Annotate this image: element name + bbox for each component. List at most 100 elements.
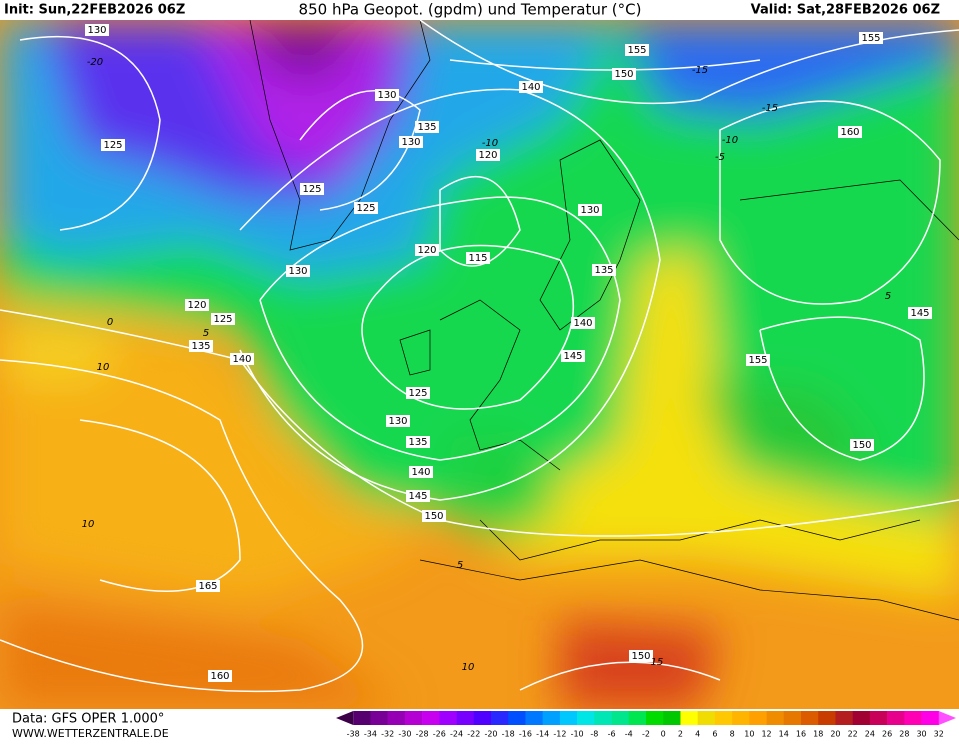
contour-label-box [406, 490, 430, 502]
colorbar-label: 6 [712, 730, 717, 739]
colorbar-swatch [422, 711, 440, 725]
contour-label-box [592, 264, 616, 276]
contour-label-box [415, 121, 439, 133]
temperature-label: -10 [482, 138, 498, 149]
contour-label-box [189, 340, 213, 352]
contour-label: 155 [861, 33, 880, 44]
colorbar-label: -26 [433, 730, 446, 739]
contour-label-box [561, 350, 585, 362]
contour-label-box [409, 466, 433, 478]
temperature-label: -5 [715, 152, 725, 163]
contour-label: 125 [103, 140, 122, 151]
contour-label: 125 [213, 314, 232, 325]
colorbar-label: 28 [899, 730, 909, 739]
contour-label-box [838, 126, 862, 138]
colorbar-swatch [508, 711, 526, 725]
contour-label: 155 [627, 45, 646, 56]
contour-label: 165 [198, 581, 217, 592]
colorbar-label: -28 [416, 730, 429, 739]
colorbar-label: 18 [813, 730, 823, 739]
contour-label: 135 [191, 341, 210, 352]
colorbar-label: 12 [761, 730, 771, 739]
colorbar-swatch [697, 711, 716, 725]
valid-time: Valid: Sat,28FEB2026 06Z [751, 3, 940, 18]
coastlines [249, 20, 959, 621]
temperature-label: 0 [107, 317, 113, 328]
contour-label-box [85, 24, 109, 36]
contour-label: 140 [411, 467, 430, 478]
contour-label: 120 [187, 300, 206, 311]
colorbar-swatch [542, 711, 561, 725]
contour-label: 140 [232, 354, 251, 365]
colorbar-label: -32 [381, 730, 394, 739]
colorbar-swatch [904, 711, 922, 725]
contour-label-box [101, 139, 125, 151]
contour-label: 135 [594, 265, 613, 276]
contour-label-box [908, 307, 932, 319]
colorbar-swatch [387, 711, 406, 725]
contour-label: 135 [417, 122, 436, 133]
temperature-label: 5 [885, 291, 891, 302]
contour-label-box [300, 183, 324, 195]
contour-label-box [375, 89, 399, 101]
contour-label-box [625, 44, 649, 56]
colorbar-swatch [439, 711, 457, 725]
colorbar-swatch [525, 711, 543, 725]
colorbar-swatch [783, 711, 802, 725]
contour-label-box [406, 387, 430, 399]
colorbar-swatch [921, 711, 940, 725]
contour-label: 145 [910, 308, 929, 319]
colorbar: -38 -34 -32 -30 -28 -26 -24 -22 -20 -18 -16 -14 -12-… [336, 711, 956, 739]
colorbar-label: -6 [608, 730, 616, 739]
contour-label-box [211, 313, 235, 325]
colorbar-label: -14 [536, 730, 549, 739]
colorbar-label: 10 [744, 730, 754, 739]
contour-label-box [386, 415, 410, 427]
temperature-label: 10 [97, 362, 110, 373]
colorbar-label: -18 [502, 730, 515, 739]
contour-label-box [208, 670, 232, 682]
temperature-label: 10 [462, 662, 475, 673]
contour-label: 130 [87, 25, 106, 36]
contour-label-box [578, 204, 602, 216]
colorbar-label: 32 [934, 730, 944, 739]
contour-label: 135 [408, 437, 427, 448]
colorbar-label: 14 [779, 730, 789, 739]
colorbar-label: 30 [916, 730, 926, 739]
contour-label-box [519, 81, 543, 93]
colorbar-arrow [938, 711, 956, 725]
contour-label-box [354, 202, 378, 214]
colorbar-label: -8 [590, 730, 598, 739]
contour-label-box [859, 32, 883, 44]
contour-label: 130 [401, 137, 420, 148]
colorbar-swatch [766, 711, 785, 725]
temperature-label: -15 [692, 65, 708, 76]
colorbar-label: 24 [865, 730, 875, 739]
colorbar-label: -20 [484, 730, 497, 739]
colorbar-label: -30 [398, 730, 411, 739]
colorbar-label: 0 [661, 730, 666, 739]
colorbar-swatch [663, 711, 681, 725]
colorbar-label: 4 [695, 730, 700, 739]
contour-label-box [415, 244, 439, 256]
map-field: 1301251301351301251251201401551501551601… [0, 20, 959, 709]
contour-label-box [196, 580, 220, 592]
colorbar-swatch [559, 711, 578, 725]
colorbar-label: -2 [642, 730, 650, 739]
colorbar-swatch [680, 711, 698, 725]
colorbar-label: 2 [678, 730, 683, 739]
contour-label-box [466, 252, 490, 264]
colorbar-swatch [404, 711, 423, 725]
temperature-label: -15 [762, 103, 778, 114]
colorbar-swatch [732, 711, 750, 725]
contour-label: 125 [356, 203, 375, 214]
colorbar-swatch [646, 711, 664, 725]
colorbar-label: -38 [347, 730, 360, 739]
contour-label: 150 [631, 651, 650, 662]
contour-label: 145 [408, 491, 427, 502]
temperature-label: 5 [457, 560, 463, 571]
contour-label-box [850, 439, 874, 451]
colorbar-label: -10 [571, 730, 584, 739]
colorbar-swatch [835, 711, 853, 725]
